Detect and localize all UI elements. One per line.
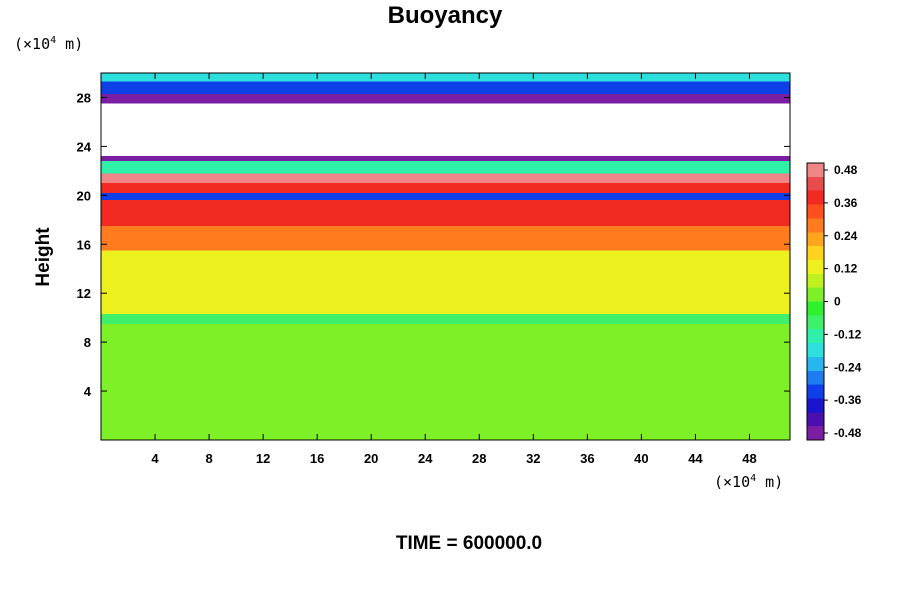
y-tick-label: 4 [84, 384, 92, 399]
y-unit-exponent: 4 [50, 35, 56, 46]
colorbar-tick-label: -0.48 [834, 426, 862, 440]
y-axis-label: Height [33, 227, 54, 287]
y-tick-label: 8 [84, 335, 91, 350]
y-tick-label: 28 [77, 90, 91, 105]
x-tick-label: 40 [634, 451, 648, 466]
y-tick-label: 16 [77, 237, 91, 252]
chart-title: Buoyancy [388, 2, 503, 29]
x-tick-label: 48 [742, 451, 756, 466]
x-unit-exponent: 4 [750, 473, 756, 484]
y-axis-ticks: 4 8 12 16 20 24 28 [77, 90, 790, 399]
x-tick-label: 16 [310, 451, 324, 466]
x-tick-label: 20 [364, 451, 378, 466]
x-unit-prefix: (×10 [714, 473, 750, 491]
plot-area [100, 72, 791, 441]
x-tick-label: 32 [526, 451, 540, 466]
colorbar-tick-label: 0.24 [834, 229, 858, 243]
x-axis-ticks: 4 8 12 16 20 24 28 32 36 40 44 48 [151, 73, 757, 466]
colorbar-tick-label: -0.36 [834, 393, 862, 407]
x-tick-label: 24 [418, 451, 433, 466]
plot-frame [100, 72, 791, 441]
buoyancy-field [101, 73, 790, 440]
colorbar-scale [806, 162, 825, 441]
y-tick-label: 24 [77, 139, 92, 154]
x-unit-label: (×104 m) [714, 473, 783, 491]
time-label: TIME = 600000.0 [396, 533, 542, 554]
y-unit-suffix: m) [56, 35, 83, 53]
colorbar-tick-label: 0.36 [834, 196, 858, 210]
y-unit-label: (×104 m) [14, 35, 83, 53]
colorbar-tick-label: -0.24 [834, 360, 862, 374]
colorbar-tick-label: 0.12 [834, 262, 858, 276]
colorbar-tick-label: 0 [834, 295, 841, 309]
x-tick-label: 36 [580, 451, 594, 466]
x-tick-label: 44 [688, 451, 703, 466]
x-tick-label: 12 [256, 451, 270, 466]
y-unit-prefix: (×10 [14, 35, 50, 53]
colorbar-tick-label: 0.48 [834, 163, 858, 177]
x-unit-suffix: m) [756, 473, 783, 491]
colorbar: 0.48 0.36 0.24 0.12 0 -0.12 -0.24 -0.36 -0.48 [806, 162, 862, 441]
y-tick-label: 12 [77, 286, 91, 301]
x-tick-label: 4 [151, 451, 159, 466]
y-tick-label: 20 [77, 188, 91, 203]
x-tick-label: 28 [472, 451, 486, 466]
colorbar-tick-label: -0.12 [834, 327, 862, 341]
x-tick-label: 8 [205, 451, 212, 466]
